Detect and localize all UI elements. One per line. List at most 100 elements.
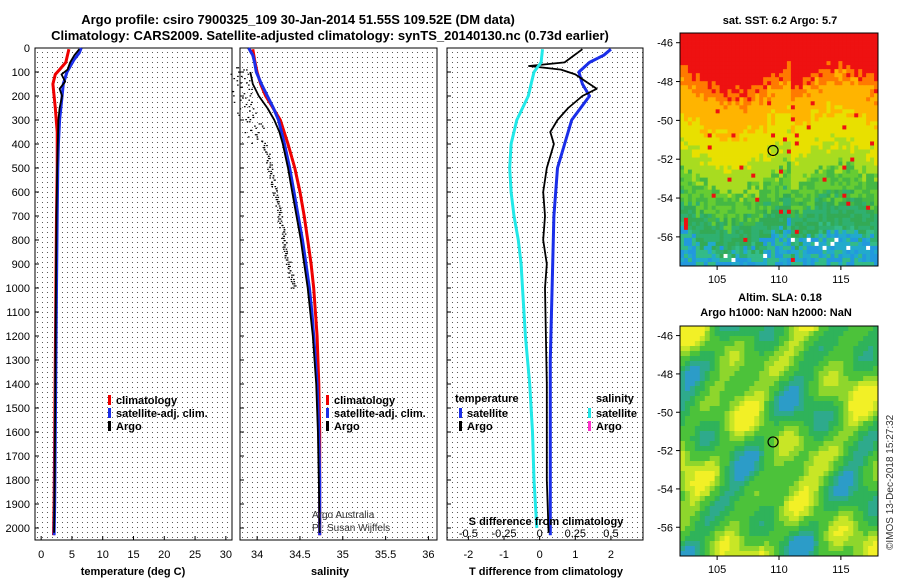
sla-cell — [739, 451, 745, 457]
sst-cell — [818, 189, 823, 195]
sst-cell — [858, 57, 863, 62]
sst-cell — [862, 109, 867, 114]
sst-cell — [695, 165, 701, 170]
sla-cell — [724, 456, 730, 462]
sst-cell — [798, 129, 804, 134]
sst-cell — [775, 57, 780, 62]
sla-cell — [729, 351, 735, 357]
sla-cell — [739, 446, 745, 452]
sst-cell — [779, 157, 784, 162]
sla-cell — [764, 361, 770, 367]
sst-cell — [830, 117, 835, 122]
sst-cell — [719, 185, 724, 191]
sst-cell — [798, 137, 804, 142]
sst-cell — [751, 57, 756, 62]
sst-cell — [727, 69, 732, 74]
sst-cell — [695, 53, 701, 58]
salinity-argo-sample — [283, 227, 285, 229]
salinity-argo-sample — [283, 237, 285, 240]
sst-cell — [723, 61, 728, 66]
sla-cell — [744, 351, 750, 357]
sla-cell — [813, 511, 819, 517]
sst-cell — [699, 225, 705, 231]
sla-cell — [848, 456, 854, 462]
sst-cell — [842, 33, 847, 38]
sst-cell — [866, 209, 871, 215]
sst-cell — [822, 165, 827, 170]
sst-cell — [874, 185, 878, 191]
salinity-argo-sample — [275, 196, 277, 198]
sst-cell — [779, 241, 784, 247]
sst-cell — [759, 253, 764, 259]
sla-cell — [828, 401, 834, 407]
sst-cell — [723, 117, 728, 122]
salinity-argo-sample — [268, 157, 270, 160]
sla-cell — [739, 441, 745, 447]
sla-cell — [684, 336, 691, 342]
sst-cell — [687, 113, 693, 118]
sst-cell — [759, 221, 764, 227]
salinity-argo-sample — [239, 86, 242, 88]
sst-cell — [798, 33, 804, 38]
sla-cell — [744, 506, 750, 512]
sst-cell — [810, 129, 816, 134]
sst-cell — [707, 185, 713, 191]
sst-cell — [798, 165, 804, 170]
sst-cell — [767, 113, 772, 118]
sla-cell — [680, 391, 686, 397]
sst-cell — [703, 145, 709, 150]
sla-cell — [868, 476, 874, 482]
sst-cell — [779, 209, 784, 215]
sla-cell — [744, 471, 750, 477]
sla-cell — [793, 426, 800, 432]
sla-cell — [813, 406, 819, 412]
sst-cell — [691, 105, 697, 110]
sla-cell — [788, 431, 795, 437]
sla-cell — [848, 396, 854, 402]
sla-cell — [818, 381, 824, 387]
sst-cell — [862, 117, 867, 122]
sst-cell — [751, 225, 756, 231]
sst-cell — [830, 241, 835, 247]
sst-cell — [794, 237, 800, 243]
sst-cell — [695, 169, 701, 175]
salinity-argo-sample — [272, 192, 275, 194]
sst-cell — [854, 237, 859, 243]
sla-cell — [813, 356, 819, 362]
sla-cell — [818, 431, 824, 437]
depth-tick-label: 1300 — [6, 355, 30, 367]
sst-cell — [870, 229, 875, 235]
sst-cell — [794, 193, 800, 199]
sst-cell — [838, 261, 843, 266]
sla-cell — [798, 471, 805, 477]
sst-cell — [763, 241, 768, 247]
sst-cell — [703, 253, 709, 259]
sst-cell — [798, 253, 804, 259]
sla-cell — [704, 461, 711, 467]
sla-cell — [863, 421, 869, 427]
sst-cell — [850, 157, 855, 162]
sla-cell — [873, 476, 878, 482]
sst-cell — [862, 261, 867, 266]
sst-cell — [838, 61, 843, 66]
sla-cell — [858, 346, 864, 352]
sla-cell — [833, 506, 839, 512]
sst-cell — [794, 57, 800, 62]
sla-cell — [769, 391, 775, 397]
sla-cell — [759, 466, 765, 472]
sst-cell — [818, 225, 823, 231]
sla-cell — [818, 426, 824, 432]
sst-cell — [711, 37, 717, 42]
sla-cell — [759, 371, 765, 377]
sst-cell — [810, 173, 816, 179]
sst-cell — [786, 65, 792, 70]
sst-cell — [683, 257, 689, 263]
sst-cell — [874, 261, 878, 266]
sst-cell — [790, 121, 796, 126]
sla-cell — [788, 416, 795, 422]
sst-cell — [862, 93, 867, 98]
sla-cell — [769, 501, 775, 507]
sst-cell — [747, 105, 752, 110]
sla-cell — [788, 401, 795, 407]
x-tick-label: 0 — [537, 549, 543, 561]
